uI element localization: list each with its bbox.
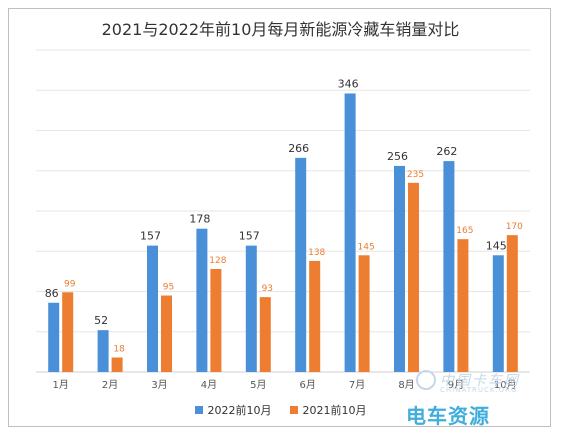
bar-2022 [295,157,307,372]
x-tick-label: 5月 [250,379,266,391]
x-tick-label: 4月 [201,379,217,391]
bar-2021 [309,260,321,372]
bar-2021 [161,295,172,372]
data-label-2021: 128 [209,256,226,266]
bar-2021 [111,357,123,372]
x-tick-label: 6月 [300,379,316,391]
bar-2021 [506,235,518,372]
bar-2022 [48,302,60,372]
data-label-2021: 93 [262,284,273,294]
x-tick-label: 8月 [398,379,414,391]
x-tick-label: 10月 [494,379,517,391]
legend-item-2021: 2021前10月 [289,402,367,418]
data-label-2022: 346 [338,77,359,90]
bar-2021 [408,182,419,372]
data-label-2022: 178 [189,213,210,226]
bar-2022 [97,330,109,372]
x-tick-label: 7月 [349,379,365,391]
legend-label-2021: 2021前10月 [302,404,367,417]
legend-swatch-2021 [289,406,298,414]
bar-2022 [443,161,455,372]
legend-item-2022: 2022前10月 [194,402,272,418]
data-label-2022: 256 [387,150,408,163]
bar-2022 [147,245,158,372]
bar-2021 [62,292,74,372]
x-tick-label: 9月 [448,379,464,391]
legend: 2022前10月 2021前10月 [0,402,561,418]
data-label-2021: 18 [113,345,125,355]
bar-2022 [492,255,504,372]
bar-2022 [344,93,356,372]
data-label-2022: 157 [239,230,260,243]
data-label-2022: 86 [45,287,59,300]
bar-2022 [394,165,405,372]
bar-2022 [245,245,257,372]
data-label-2021: 235 [407,170,424,180]
bar-2021 [457,239,469,372]
x-tick-label: 3月 [151,379,167,391]
bar-2021 [259,297,271,372]
data-label-2021: 145 [358,242,375,252]
data-label-2022: 145 [486,239,507,252]
bar-2022 [196,228,208,372]
data-label-2021: 138 [308,248,325,258]
data-label-2022: 157 [140,230,161,243]
legend-label-2022: 2022前10月 [207,404,272,417]
bar-2021 [210,268,222,372]
data-label-2022: 262 [436,145,457,158]
data-label-2021: 99 [64,279,76,289]
data-label-2021: 170 [506,222,523,232]
chart-title: 2021与2022年前10月每月新能源冷藏车销量对比 [101,20,460,39]
data-label-2021: 165 [456,226,473,236]
x-tick-label: 1月 [53,379,69,391]
bar-2021 [358,255,370,372]
legend-swatch-2022 [194,406,203,414]
data-label-2021: 95 [163,283,174,293]
data-label-2022: 52 [94,314,108,327]
data-label-2022: 266 [288,142,309,155]
x-tick-label: 2月 [102,379,118,391]
